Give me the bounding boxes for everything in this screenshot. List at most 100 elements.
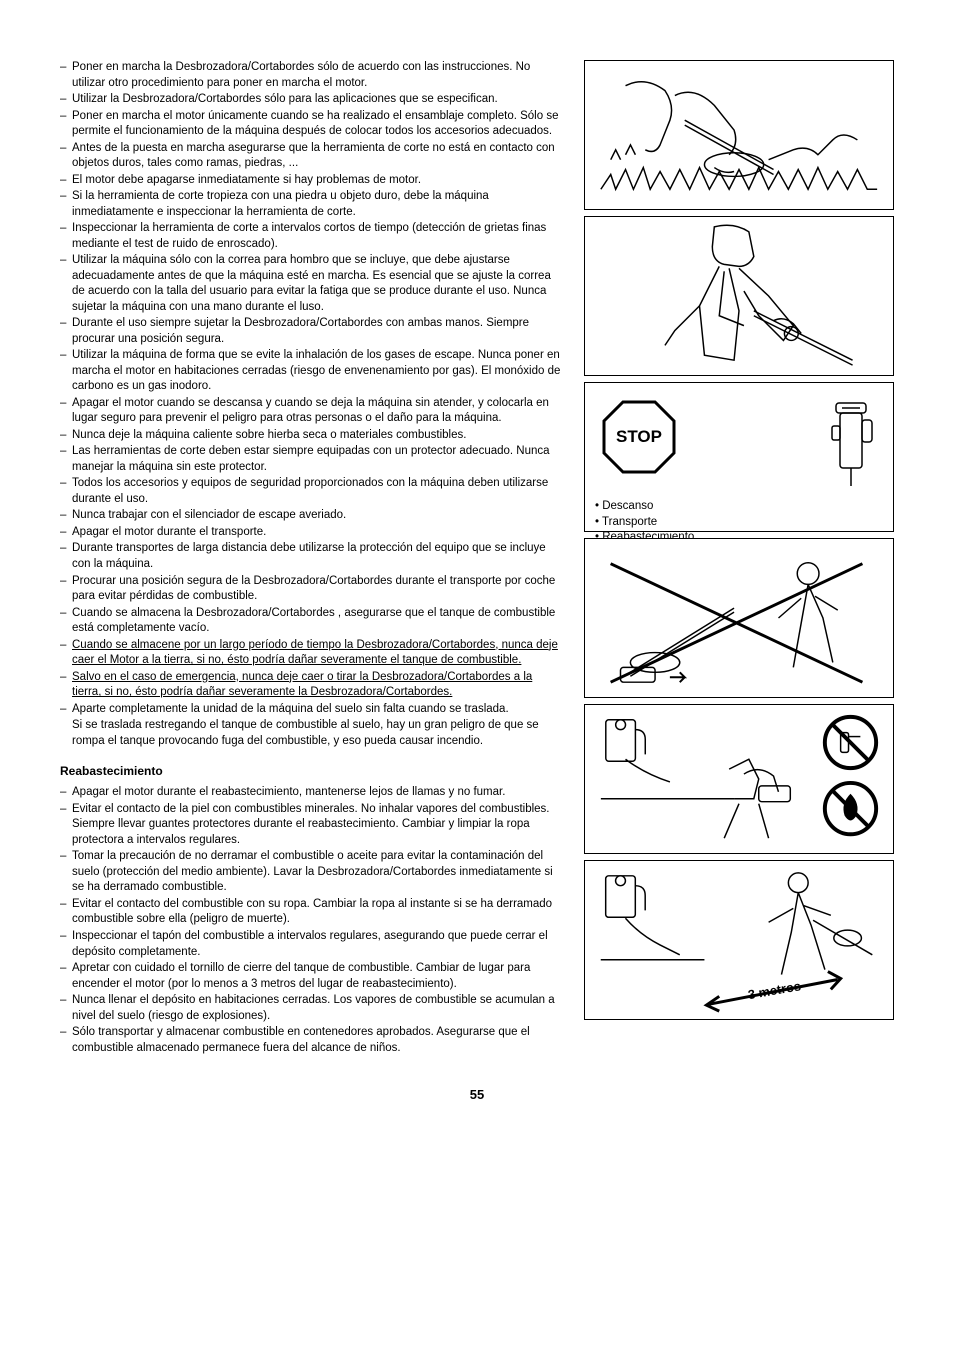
bullet-item: –El motor debe apagarse inmediatamente s… — [60, 173, 564, 189]
figure-3-meters: 3 metros — [584, 860, 894, 1020]
bullet-text: Utilizar la máquina de forma que se evit… — [72, 348, 564, 395]
bullet-text: Nunca trabajar con el silenciador de esc… — [72, 508, 564, 524]
bullet-text: Todos los accesorios y equipos de seguri… — [72, 476, 564, 507]
bullet-item: –Evitar el contacto de la piel con combu… — [60, 802, 564, 849]
bullet-item: –Inspeccionar el tapón del combustible a… — [60, 929, 564, 960]
bullet-dash: – — [60, 60, 72, 91]
bullet-item: –Apagar el motor durante el transporte. — [60, 525, 564, 541]
bullet-item: –Evitar el contacto del combustible con … — [60, 897, 564, 928]
bullet-item: –Utilizar la máquina de forma que se evi… — [60, 348, 564, 395]
bullet-item: –Salvo en el caso de emergencia, nunca d… — [60, 670, 564, 701]
bullet-text: Poner en marcha la Desbrozadora/Cortabor… — [72, 60, 564, 91]
bullet-text: Cuando se almacene por un largo período … — [72, 638, 564, 669]
bullet-item: –Durante transportes de larga distancia … — [60, 541, 564, 572]
bullet-dash: – — [60, 993, 72, 1024]
bullet-item: –Todos los accesorios y equipos de segur… — [60, 476, 564, 507]
bullet-text: Apagar el motor durante el transporte. — [72, 525, 564, 541]
bullet-text: Inspeccionar la herramienta de corte a i… — [72, 221, 564, 252]
bullet-item: –Antes de la puesta en marcha asegurarse… — [60, 141, 564, 172]
right-figure-column: STOP DescansoTransporteReabastecimientoM… — [584, 60, 894, 1057]
bullet-item: –Aparte completamente la unidad de la má… — [60, 702, 564, 718]
bullet-text: Procurar una posición segura de la Desbr… — [72, 574, 564, 605]
figure-refuel-prohibit — [584, 704, 894, 854]
bullet-dash: – — [60, 173, 72, 189]
bullet-text: Aparte completamente la unidad de la máq… — [72, 702, 564, 718]
bullet-text: Apagar el motor cuando se descansa y cua… — [72, 396, 564, 427]
page-number: 55 — [60, 1087, 894, 1102]
bullet-item: –Apagar el motor cuando se descansa y cu… — [60, 396, 564, 427]
bullet-list-refuel: –Apagar el motor durante el reabastecimi… — [60, 785, 564, 1056]
bullet-item: –Procurar una posición segura de la Desb… — [60, 574, 564, 605]
bullet-text: Evitar el contacto de la piel con combus… — [72, 802, 564, 849]
bullet-dash: – — [60, 109, 72, 140]
figure-stop-panel: STOP DescansoTransporteReabastecimientoM… — [584, 382, 894, 532]
bullet-dash: – — [60, 929, 72, 960]
bullet-dash: – — [60, 541, 72, 572]
bullet-item: –Utilizar la máquina sólo con la correa … — [60, 253, 564, 315]
bullet-text: Inspeccionar el tapón del combustible a … — [72, 929, 564, 960]
bullet-dash: – — [60, 670, 72, 701]
bullet-dash: – — [60, 606, 72, 637]
stop-text: STOP — [616, 427, 662, 447]
bullet-dash: – — [60, 849, 72, 896]
bullet-item: –Sólo transportar y almacenar combustibl… — [60, 1025, 564, 1056]
bullet-text: Durante transportes de larga distancia d… — [72, 541, 564, 572]
bullet-dash: – — [60, 396, 72, 427]
stop-caption-item: Descanso — [595, 499, 883, 515]
bullet-list-main: –Poner en marcha la Desbrozadora/Cortabo… — [60, 60, 564, 749]
bullet-text: Utilizar la máquina sólo con la correa p… — [72, 253, 564, 315]
bullet-item: –Nunca llenar el depósito en habitacione… — [60, 993, 564, 1024]
bullet-item: –Apagar el motor durante el reabastecimi… — [60, 785, 564, 801]
bullet-dash: – — [60, 428, 72, 444]
bullet-dash: – — [60, 785, 72, 801]
left-column: –Poner en marcha la Desbrozadora/Cortabo… — [60, 60, 564, 1057]
bullet-item: –Nunca deje la máquina caliente sobre hi… — [60, 428, 564, 444]
bullet-dash: – — [60, 702, 72, 718]
bullet-text: Evitar el contacto del combustible con s… — [72, 897, 564, 928]
bullet-text: Nunca deje la máquina caliente sobre hie… — [72, 428, 564, 444]
bullet-text: Utilizar la Desbrozadora/Cortabordes sól… — [72, 92, 564, 108]
bullet-dash: – — [60, 961, 72, 992]
bullet-text: Antes de la puesta en marcha asegurarse … — [72, 141, 564, 172]
bullet-dash: – — [60, 189, 72, 220]
bullet-text: Poner en marcha el motor únicamente cuan… — [72, 109, 564, 140]
bullet-dash: – — [60, 221, 72, 252]
bullet-text: Si la herramienta de corte tropieza con … — [72, 189, 564, 220]
bullet-text: Salvo en el caso de emergencia, nunca de… — [72, 670, 564, 701]
bullet-item: –Poner en marcha el motor únicamente cua… — [60, 109, 564, 140]
bullet-text: Durante el uso siempre sujetar la Desbro… — [72, 316, 564, 347]
bullet-text: Apagar el motor durante el reabastecimie… — [72, 785, 564, 801]
bullet-text: Apretar con cuidado el tornillo de cierr… — [72, 961, 564, 992]
bullet-dash: – — [60, 508, 72, 524]
figure-no-drop — [584, 538, 894, 698]
stop-caption-item: Transporte — [595, 515, 883, 531]
bullet-text: Las herramientas de corte deben estar si… — [72, 444, 564, 475]
stop-sign-icon: STOP — [600, 398, 678, 476]
bullet-dash: – — [60, 141, 72, 172]
bullet-item: –Inspeccionar la herramienta de corte a … — [60, 221, 564, 252]
bullet-dash: – — [60, 444, 72, 475]
bullet-item: –Nunca trabajar con el silenciador de es… — [60, 508, 564, 524]
bullet-text: Sólo transportar y almacenar combustible… — [72, 1025, 564, 1056]
bullet-item: –Poner en marcha la Desbrozadora/Cortabo… — [60, 60, 564, 91]
bullet-dash: – — [60, 92, 72, 108]
distance-text: 3 metros — [747, 978, 802, 1002]
engine-icon — [826, 398, 878, 488]
heading-reabastecimiento: Reabastecimiento — [60, 763, 564, 779]
bullet-continuation: Si se traslada restregando el tanque de … — [60, 718, 564, 749]
bullet-item: –Durante el uso siempre sujetar la Desbr… — [60, 316, 564, 347]
bullet-dash: – — [60, 348, 72, 395]
bullet-dash: – — [60, 525, 72, 541]
bullet-text: El motor debe apagarse inmediatamente si… — [72, 173, 564, 189]
bullet-item: –Tomar la precaución de no derramar el c… — [60, 849, 564, 896]
figure-two-hand-grip — [584, 60, 894, 210]
bullet-dash: – — [60, 253, 72, 315]
figure-shoulder-strap — [584, 216, 894, 376]
bullet-dash: – — [60, 897, 72, 928]
bullet-dash: – — [60, 638, 72, 669]
bullet-dash: – — [60, 476, 72, 507]
bullet-dash: – — [60, 802, 72, 849]
bullet-dash: – — [60, 574, 72, 605]
bullet-item: –Si la herramienta de corte tropieza con… — [60, 189, 564, 220]
bullet-item: –Las herramientas de corte deben estar s… — [60, 444, 564, 475]
